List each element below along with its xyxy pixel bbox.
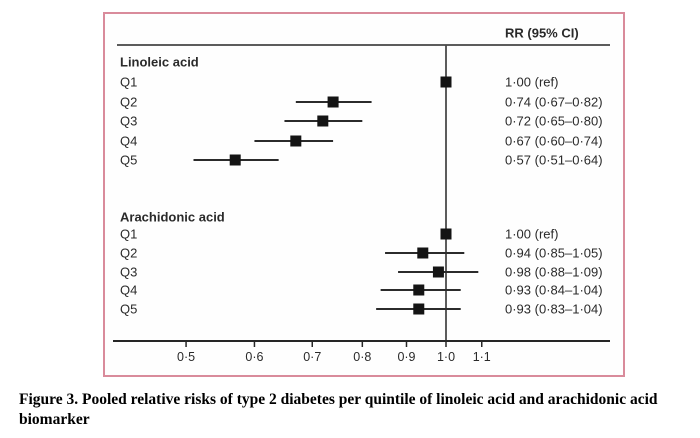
rr-value: 1·00 (ref)	[505, 75, 558, 90]
row-label: Q4	[120, 283, 137, 298]
rr-marker	[229, 154, 241, 166]
row-label: Q1	[120, 75, 137, 90]
row-label: Q3	[120, 265, 137, 280]
axis-tick-label: 0·8	[353, 350, 371, 364]
rr-marker	[327, 96, 339, 108]
rr-marker	[413, 284, 425, 296]
rr-marker	[413, 303, 425, 315]
rr-value: 0·93 (0·83–1·04)	[505, 302, 603, 317]
axis-tick-label: 0·5	[177, 350, 195, 364]
row-label: Q5	[120, 153, 137, 168]
rr-value: 1·00 (ref)	[505, 227, 558, 242]
rr-marker	[440, 228, 452, 240]
forest-plot: RR (95% CI) 0·5 0·6 0·7 0·8 0·9 1·0 1·1 Linoleic…	[113, 26, 610, 364]
rr-value: 0·94 (0·85–1·05)	[505, 246, 603, 261]
axis-tick-label: 0·7	[303, 350, 321, 364]
rr-marker	[432, 266, 444, 278]
rr-value: 0·98 (0·88–1·09)	[505, 265, 603, 280]
row-label: Q5	[120, 302, 137, 317]
row-label: Q2	[120, 95, 137, 110]
rr-value: 0·74 (0·67–0·82)	[505, 95, 603, 110]
axis-tick-label: 1·0	[437, 350, 455, 364]
axis-tick-label: 0·6	[245, 350, 263, 364]
rr-marker	[417, 247, 429, 259]
forest-plot-frame: RR (95% CI) 0·5 0·6 0·7 0·8 0·9 1·0 1·1 Linoleic…	[103, 12, 625, 377]
rr-value: 0·67 (0·60–0·74)	[505, 134, 603, 149]
axis-tick-label: 1·1	[473, 350, 491, 364]
rr-marker	[317, 115, 329, 127]
rr-value: 0·72 (0·65–0·80)	[505, 114, 603, 129]
group-label: Linoleic acid	[120, 55, 199, 70]
rr-header-label: RR (95% CI)	[505, 26, 579, 41]
axis-tick-label: 0·9	[397, 350, 415, 364]
figure-caption: Figure 3. Pooled relative risks of type …	[19, 391, 658, 428]
row-label: Q3	[120, 114, 137, 129]
row-label: Q2	[120, 246, 137, 261]
row-label: Q4	[120, 134, 137, 149]
rr-marker	[290, 135, 302, 147]
rr-value: 0·93 (0·84–1·04)	[505, 283, 603, 298]
row-label: Q1	[120, 227, 137, 242]
rr-value: 0·57 (0·51–0·64)	[505, 153, 603, 168]
group-label: Arachidonic acid	[120, 210, 225, 225]
rr-marker	[440, 76, 452, 88]
